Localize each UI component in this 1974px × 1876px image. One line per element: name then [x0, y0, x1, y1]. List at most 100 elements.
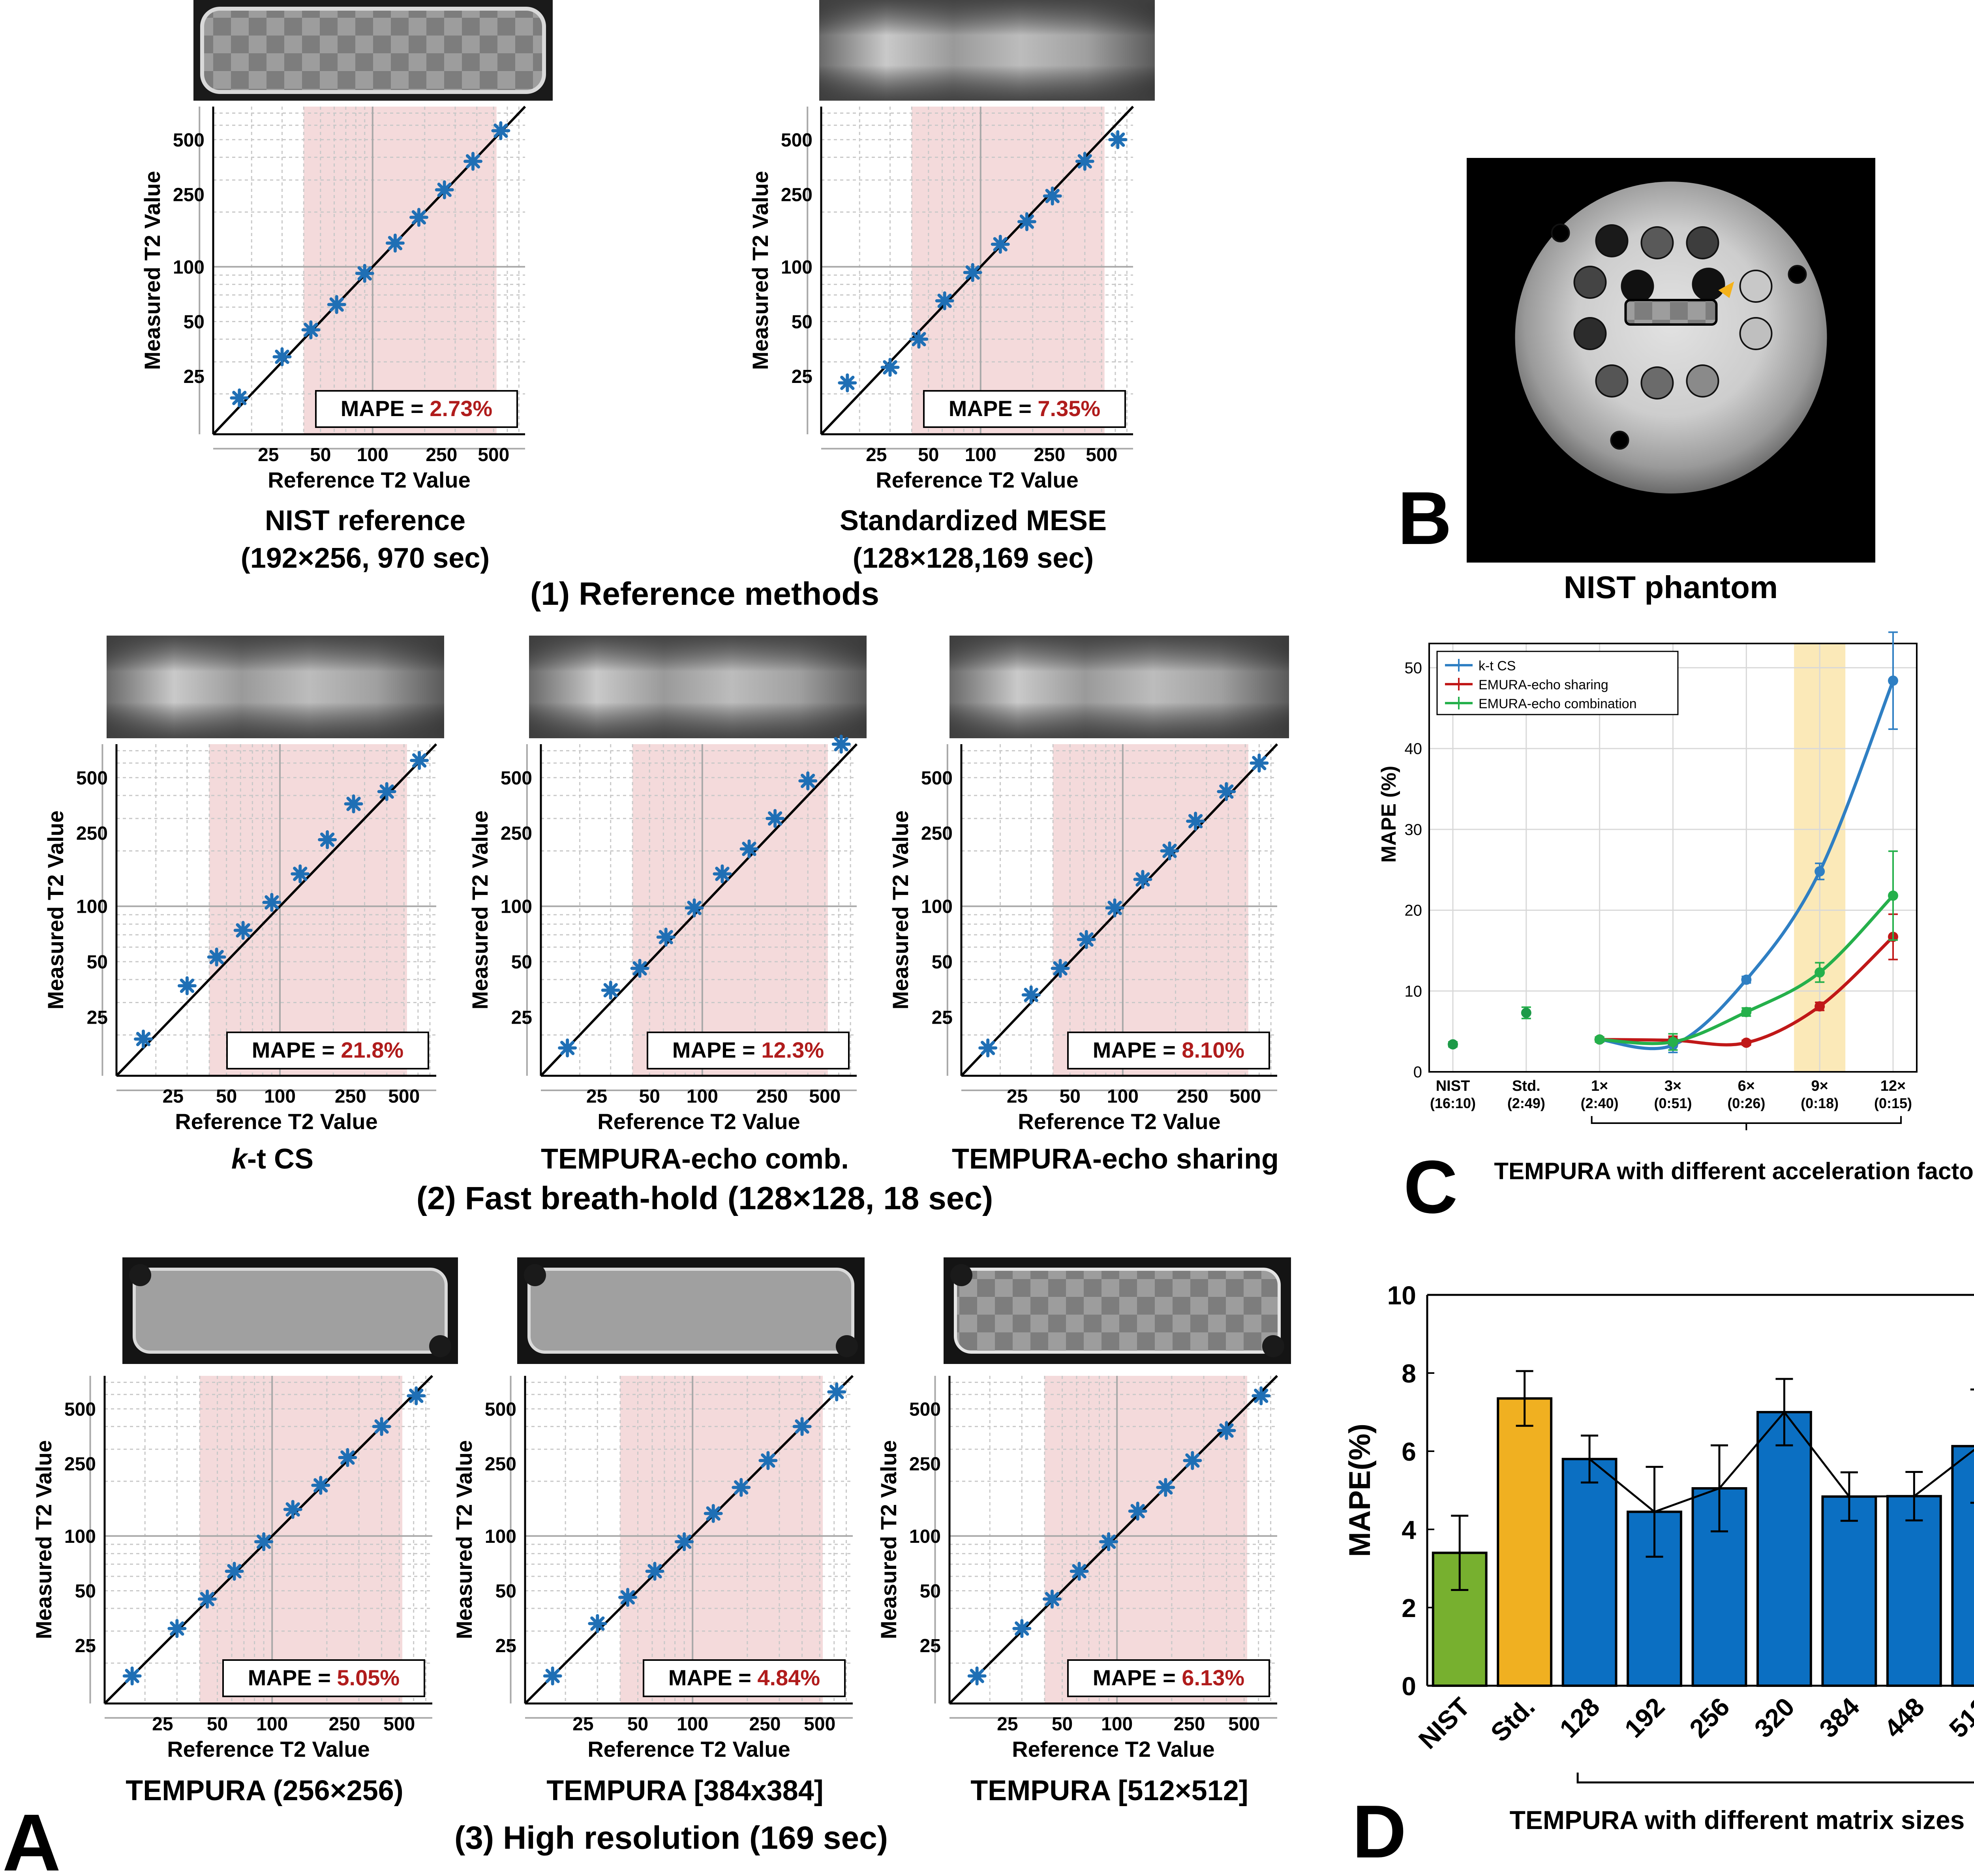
x-tick-time: (16:10)	[1430, 1095, 1476, 1111]
data-point-stroke	[1053, 961, 1068, 976]
thumbnail-dark-dot	[836, 1335, 858, 1357]
series-emura-echo-combination	[1594, 850, 1898, 1051]
plot-title: TEMPURA-echo sharing	[952, 1143, 1279, 1175]
mape-box	[1067, 1032, 1270, 1069]
acceleration-bracket	[1591, 1116, 1902, 1130]
data-point-stroke	[256, 1535, 271, 1549]
data-point	[301, 320, 321, 340]
data-point	[1105, 898, 1124, 917]
y-axis-label: Measured T2 Value	[43, 810, 68, 1009]
y-tick-label: 30	[1405, 821, 1422, 839]
data-point	[792, 1417, 812, 1436]
phantom-sphere	[1573, 317, 1607, 350]
thumbnail-dark-dot	[129, 1264, 151, 1286]
x-tick-label: 50	[1060, 1086, 1081, 1107]
x-tick-label: 100	[677, 1714, 708, 1735]
y-tick-label: 4	[1402, 1515, 1416, 1544]
arrow-icon	[1718, 281, 1734, 298]
data-point	[704, 1504, 723, 1523]
data-point	[134, 1029, 153, 1049]
x-tick-label: 500	[1228, 1714, 1260, 1735]
data-point	[1051, 959, 1070, 978]
data-point-stroke	[1079, 932, 1094, 947]
data-point-stroke	[768, 811, 782, 826]
mape-label: MAPE = 8.10%	[1093, 1037, 1244, 1062]
x-tick-time: (0:15)	[1874, 1095, 1912, 1111]
plot-title-text: TEMPURA [384x384]	[546, 1775, 824, 1807]
x-tick-time: (2:40)	[1581, 1095, 1619, 1111]
data-point-stroke	[1077, 154, 1092, 169]
data-point-stroke	[357, 266, 372, 281]
y-tick-label: 500	[501, 768, 532, 789]
legend-label: EMURA-echo sharing	[1479, 677, 1608, 692]
plot-title-text: -t CS	[247, 1143, 313, 1175]
data-point	[827, 1382, 846, 1401]
mape-prefix: MAPE =	[949, 396, 1038, 421]
data-point	[407, 1386, 426, 1405]
x-tick-label: 100	[1101, 1714, 1133, 1735]
y-axis-label: Measured T2 Value	[888, 810, 913, 1009]
shaded-region	[1044, 1376, 1248, 1703]
data-point-stroke	[494, 123, 508, 138]
mape-value: 21.8%	[341, 1037, 403, 1062]
series-point	[1888, 890, 1898, 901]
series-point	[1741, 974, 1752, 985]
phantom-thumbnail	[122, 1257, 458, 1364]
data-point-stroke	[1101, 1535, 1116, 1549]
x-tick-label: 500	[809, 1086, 841, 1107]
data-point-stroke	[801, 773, 815, 788]
bar-320	[1756, 1411, 1812, 1687]
x-tick-label: 100	[264, 1086, 296, 1107]
data-point-stroke	[320, 832, 335, 847]
data-point-stroke	[883, 360, 897, 375]
data-point	[991, 234, 1010, 254]
data-point-stroke	[687, 900, 702, 915]
scatter-plot-tempura-echo-sharing: 25 25 50 50 100 100 250 250 500 500 Reference T2 V…	[888, 636, 1289, 1175]
identity-line	[960, 743, 1278, 1077]
thumbnail-dark-dot	[429, 1335, 451, 1357]
x-tick-label: 100	[687, 1086, 718, 1107]
data-point-stroke	[965, 265, 980, 280]
data-point	[1070, 1562, 1089, 1581]
mape-box	[1067, 1659, 1270, 1697]
x-tick-label: 500	[804, 1714, 835, 1735]
y-tick-label: 500	[64, 1399, 96, 1420]
y-tick-label: 8	[1402, 1359, 1416, 1388]
x-axis-label: Reference T2 Value	[876, 467, 1079, 492]
data-point	[963, 263, 982, 282]
data-point	[1186, 812, 1205, 831]
data-point	[838, 373, 857, 392]
standalone-point	[1448, 1039, 1458, 1050]
x-axis-label: Reference T2 Value	[587, 1737, 790, 1762]
x-tick-label: 1×	[1591, 1078, 1608, 1094]
phantom-sphere	[1692, 268, 1725, 301]
data-point	[675, 1532, 694, 1551]
y-tick-label: 0	[1413, 1064, 1422, 1081]
x-tick-label: 512	[1943, 1692, 1974, 1743]
phantom-sphere	[1686, 364, 1719, 398]
data-point	[630, 959, 649, 978]
trend-line	[1589, 1411, 1974, 1513]
shaded-region	[199, 1376, 403, 1703]
data-point-stroke	[1219, 1423, 1234, 1438]
data-point	[377, 782, 396, 801]
data-point-stroke	[180, 978, 195, 993]
mape-label: MAPE = 7.35%	[949, 396, 1100, 421]
y-tick-label: 50	[495, 1581, 516, 1602]
data-point	[463, 152, 483, 171]
data-point	[233, 921, 253, 940]
data-point-stroke	[1254, 1388, 1268, 1403]
x-tick-time: (0:51)	[1654, 1095, 1692, 1111]
y-tick-label: 250	[921, 823, 953, 844]
y-tick-label: 500	[921, 768, 953, 789]
data-point	[1156, 1478, 1175, 1497]
thumbnail-dark-dot	[950, 1264, 972, 1286]
thumbnail-checkerboard	[954, 1268, 1281, 1354]
data-point	[207, 947, 226, 967]
data-point	[543, 1666, 562, 1686]
x-tick-label: 500	[383, 1714, 415, 1735]
data-point	[656, 927, 676, 947]
thumbnail-shade	[819, 0, 1155, 101]
x-tick-label: 50	[639, 1086, 660, 1107]
data-point	[410, 751, 429, 770]
